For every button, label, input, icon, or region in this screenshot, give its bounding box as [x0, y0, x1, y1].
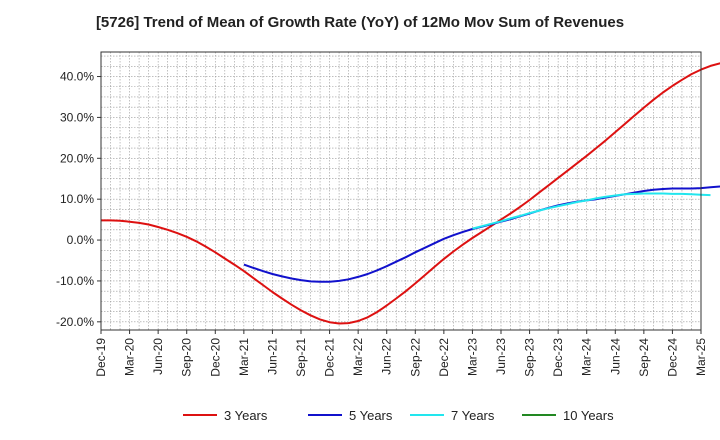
legend-label: 5 Years — [349, 408, 393, 423]
legend-label: 10 Years — [563, 408, 614, 423]
x-tick-label: Mar-22 — [351, 338, 365, 376]
y-tick-label: -20.0% — [56, 315, 94, 329]
x-tick-label: Sep-24 — [637, 338, 651, 377]
x-tick-label: Mar-20 — [123, 338, 137, 376]
x-tick-label: Sep-21 — [294, 338, 308, 377]
x-axis-ticks: Dec-19 Mar-20 Jun-20 Sep-20 Dec-20 Mar-21 Jun-… — [94, 330, 708, 377]
x-tick-label: Sep-22 — [408, 338, 422, 377]
x-tick-label: Dec-19 — [94, 338, 108, 377]
x-tick-label: Mar-25 — [694, 338, 708, 376]
series-line-7-years — [472, 192, 711, 230]
x-tick-label: Jun-20 — [151, 338, 165, 375]
x-tick-label: Sep-20 — [180, 338, 194, 377]
x-tick-label: Dec-24 — [665, 338, 679, 377]
x-tick-label: Dec-20 — [208, 338, 222, 377]
x-tick-label: Jun-21 — [265, 338, 279, 375]
plot-area — [101, 52, 701, 330]
chart-title: [5726] Trend of Mean of Growth Rate (YoY… — [95, 14, 625, 31]
legend: 3 Years 5 Years 7 Years 10 Years — [183, 408, 614, 423]
series-layer — [101, 62, 720, 325]
x-tick-label: Dec-21 — [323, 338, 337, 377]
x-tick-label: Jun-23 — [494, 338, 508, 375]
x-tick-label: Mar-23 — [465, 338, 479, 376]
legend-label: 7 Years — [451, 408, 495, 423]
x-tick-label: Jun-24 — [608, 338, 622, 375]
y-tick-label: 0.0% — [67, 233, 95, 247]
x-tick-label: Mar-21 — [237, 338, 251, 376]
plot-frame — [100, 51, 702, 331]
x-tick-label: Mar-24 — [580, 338, 594, 376]
y-tick-label: 40.0% — [60, 70, 94, 84]
y-axis-ticks: -20.0% -10.0% 0.0% 10.0% 20.0% 30.0% 40.0% — [56, 70, 101, 329]
y-tick-label: -10.0% — [56, 274, 94, 288]
x-tick-label: Jun-22 — [380, 338, 394, 375]
y-tick-label: 10.0% — [60, 192, 94, 206]
y-tick-label: 20.0% — [60, 151, 94, 165]
y-tick-label: 30.0% — [60, 110, 94, 124]
x-tick-label: Dec-22 — [437, 338, 451, 377]
legend-label: 3 Years — [224, 408, 268, 423]
x-tick-label: Sep-23 — [523, 338, 537, 377]
x-tick-label: Dec-23 — [551, 338, 565, 377]
grid-layer — [101, 52, 701, 330]
series-line-3-years — [101, 62, 720, 325]
